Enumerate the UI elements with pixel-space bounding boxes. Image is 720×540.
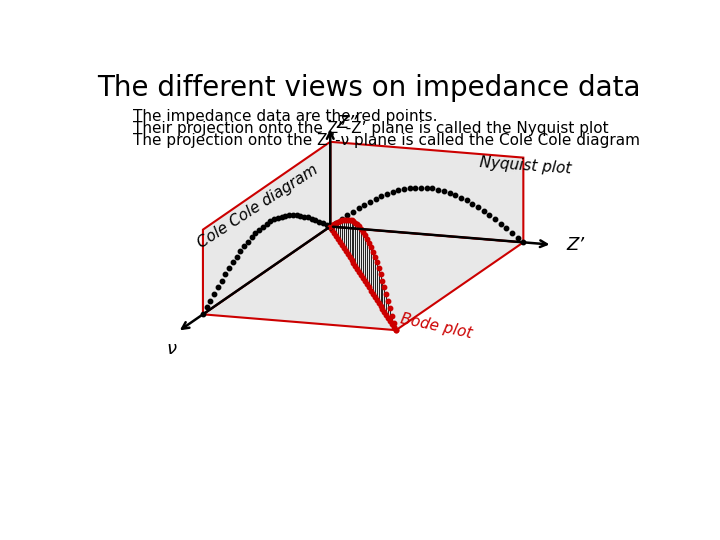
Text: The projection onto the Z”-ν plane is called the Cole Cole diagram: The projection onto the Z”-ν plane is ca… [132, 133, 639, 148]
Text: Bode plot: Bode plot [400, 312, 474, 341]
Text: Z’: Z’ [567, 237, 585, 254]
Text: ν: ν [166, 340, 176, 358]
Text: The impedance data are the red points.: The impedance data are the red points. [132, 109, 437, 124]
Polygon shape [203, 142, 330, 314]
Polygon shape [330, 142, 523, 242]
Text: Nyquist plot: Nyquist plot [479, 154, 572, 176]
Text: Z”: Z” [336, 114, 359, 132]
Text: Their projection onto the Z”-Z’ plane is called the Nyquist plot: Their projection onto the Z”-Z’ plane is… [132, 121, 608, 136]
Polygon shape [203, 226, 523, 330]
Text: The different views on impedance data: The different views on impedance data [97, 74, 641, 102]
Text: Cole Cole diagram: Cole Cole diagram [195, 162, 321, 251]
